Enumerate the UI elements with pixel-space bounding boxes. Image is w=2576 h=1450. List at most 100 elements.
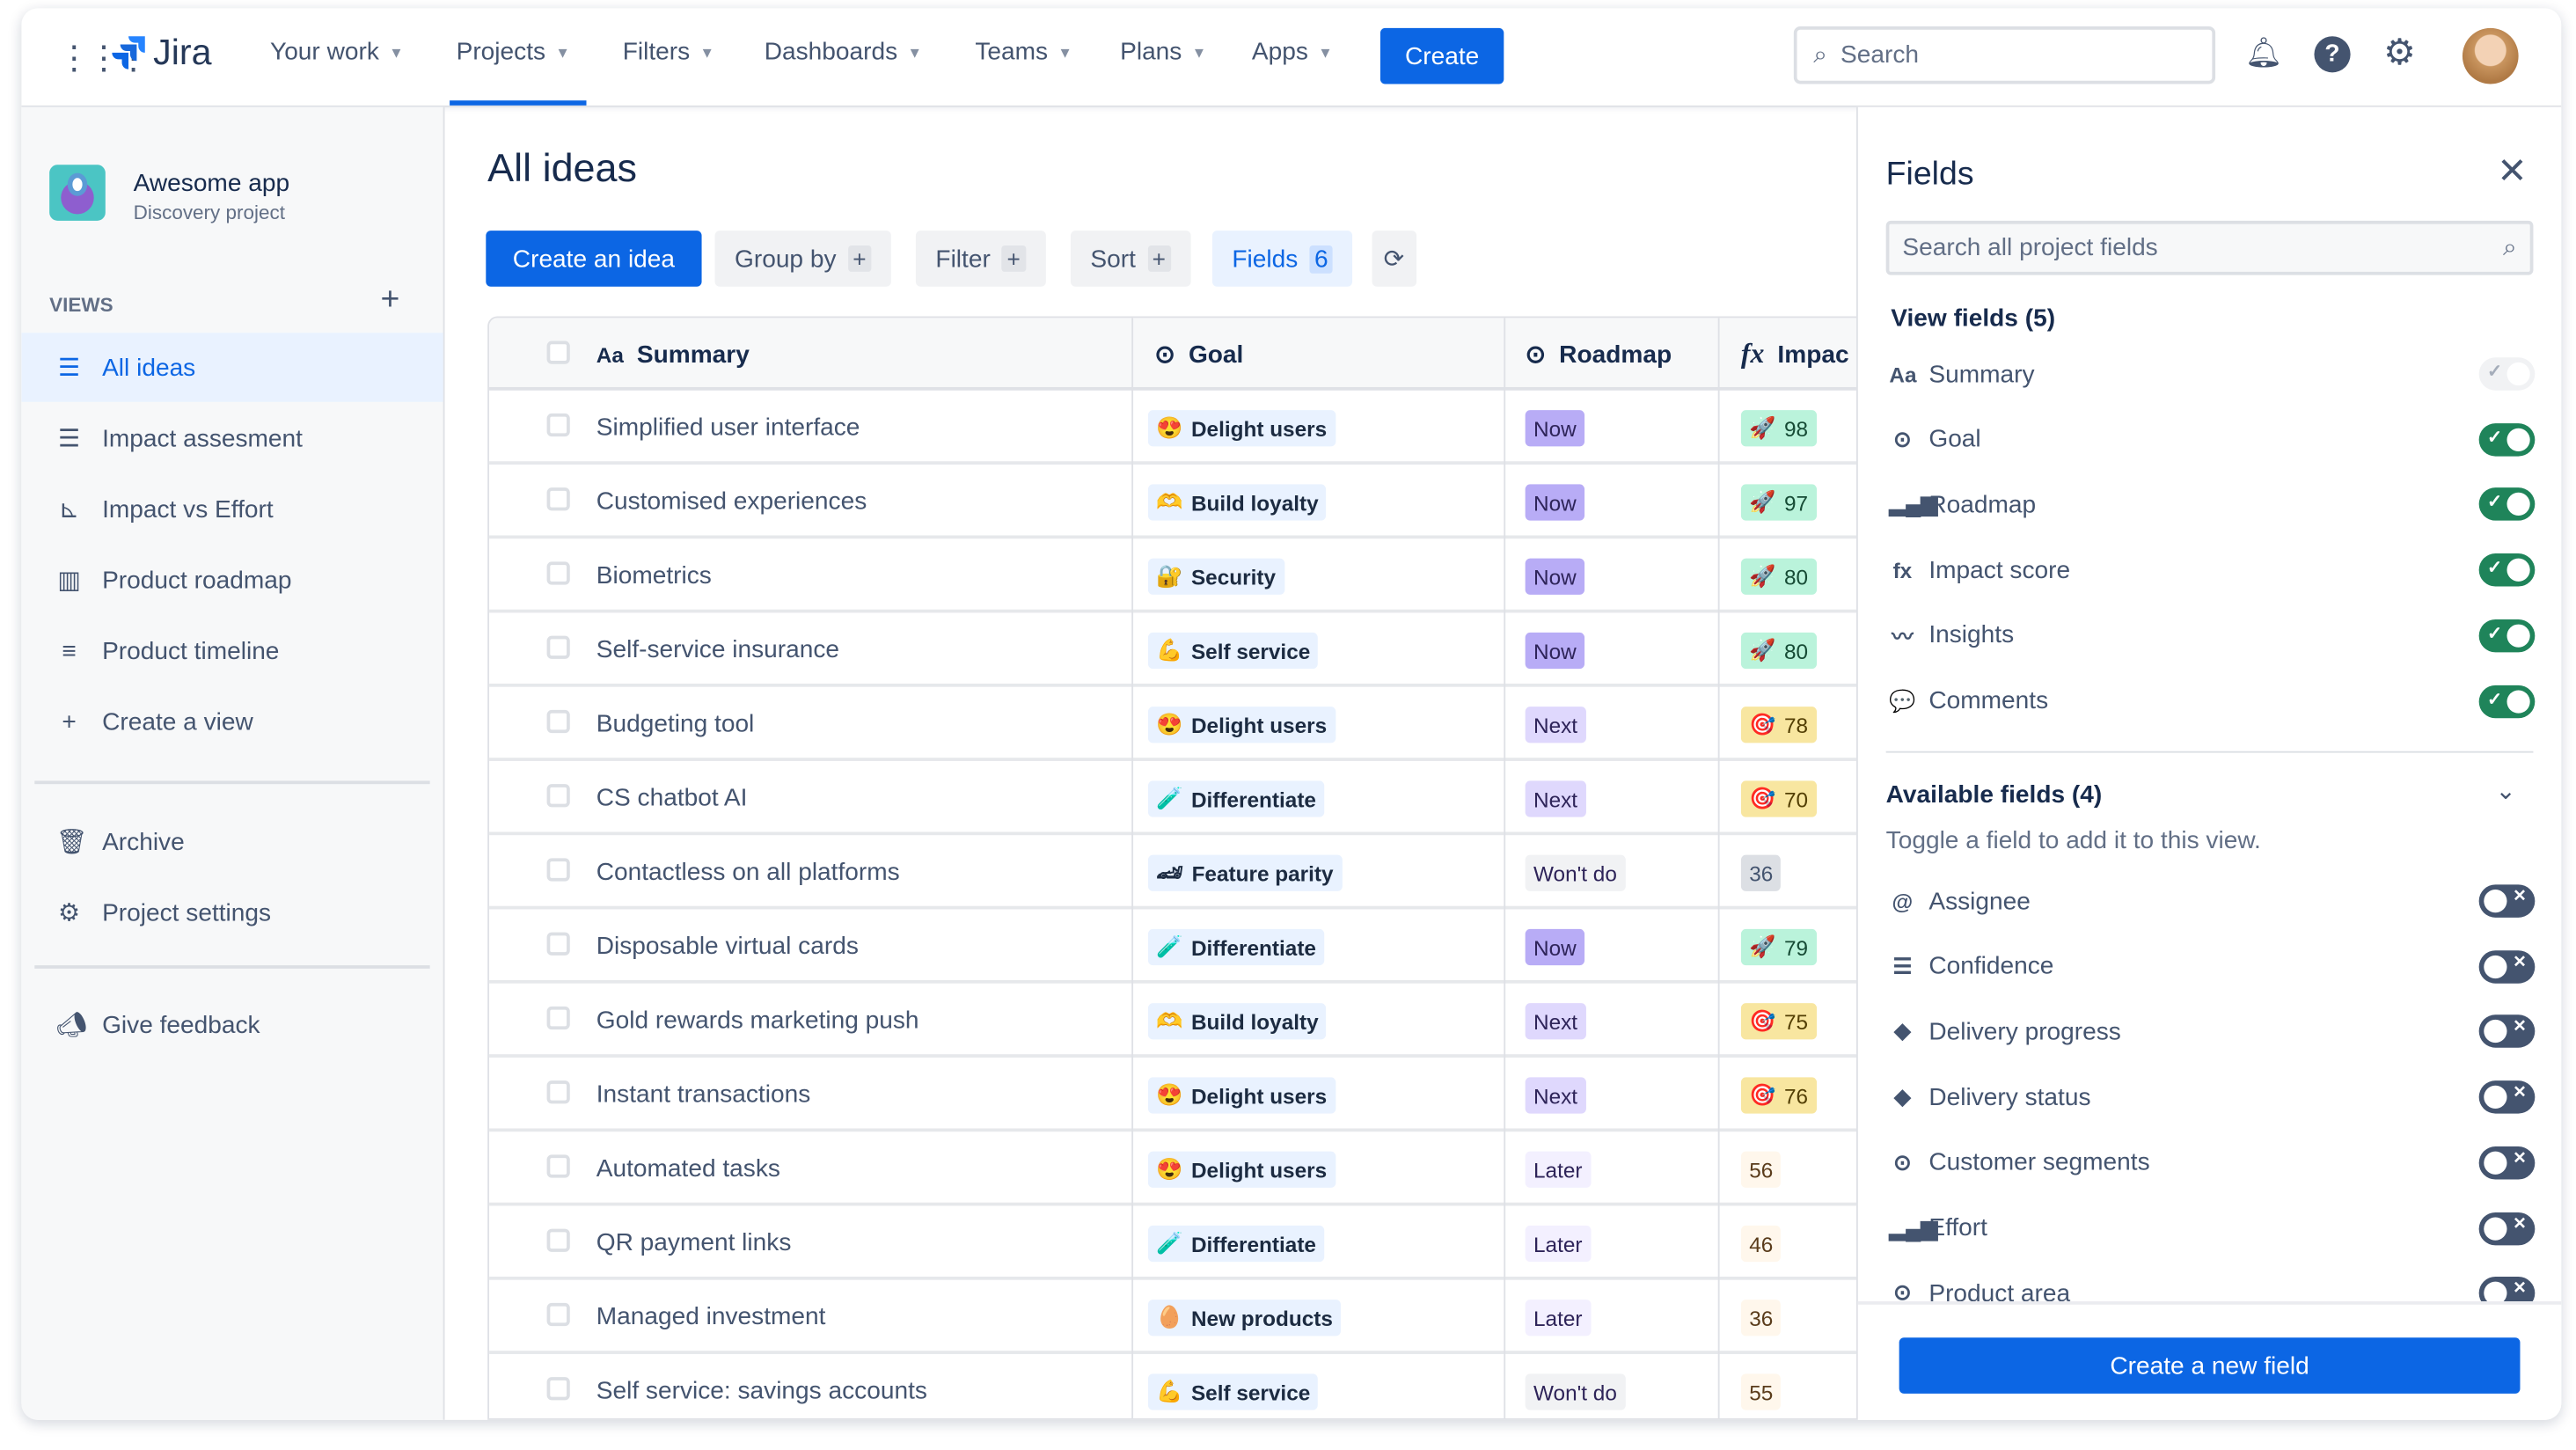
goal-tag[interactable]: 🏎 Feature parity [1147,854,1342,891]
nav-apps[interactable]: Apps ▼ [1252,38,1333,66]
table-row[interactable]: Instant transactions 😍 Delight users Next… [489,1058,1856,1132]
table-row[interactable]: Simplified user interface 😍 Delight users… [489,391,1856,465]
group-by-button[interactable]: Group by + [714,231,891,287]
nav-projects[interactable]: Projects ▼ [457,38,570,66]
goal-tag[interactable]: 🫶 Build loyalty [1147,1003,1328,1040]
table-row[interactable]: Biometrics 🔐 Security Now 🚀 80 [489,538,1856,613]
sidebar-item-archive[interactable]: 🗑︎ Archive [21,807,443,876]
column-header-summary[interactable]: Summary [636,340,750,369]
select-all-checkbox[interactable] [546,341,570,364]
row-checkbox[interactable] [546,487,570,511]
add-view-plus-icon[interactable]: + [380,282,400,319]
roadmap-tag[interactable]: Won't do [1525,1373,1626,1410]
goal-tag[interactable]: 💪 Self service [1147,1373,1319,1410]
field-toggle[interactable]: ✓ [2478,619,2536,653]
field-toggle[interactable]: ✕ [2478,949,2536,984]
row-checkbox[interactable] [546,1154,570,1178]
idea-summary[interactable]: QR payment links [596,1228,792,1257]
column-header-roadmap[interactable]: Roadmap [1559,340,1672,369]
row-checkbox[interactable] [546,1228,570,1252]
sidebar-item-give-feedback[interactable]: 📣︎ Give feedback [21,990,443,1059]
goal-tag[interactable]: 🧪 Differentiate [1147,928,1325,966]
jira-logo[interactable]: Jira [112,32,211,75]
create-button[interactable]: Create [1379,27,1504,84]
field-search-input[interactable]: Search all project fields ⌕ [1885,220,2534,275]
roadmap-tag[interactable]: Next [1525,707,1586,743]
roadmap-tag[interactable]: Now [1525,410,1585,447]
roadmap-tag[interactable]: Later [1525,1300,1591,1336]
goal-tag[interactable]: 🔐 Security [1147,558,1284,595]
nav-plans[interactable]: Plans ▼ [1120,38,1206,66]
filter-button[interactable]: Filter + [915,231,1045,287]
table-row[interactable]: Self service: savings accounts 💪 Self ser… [489,1354,1856,1418]
table-row[interactable]: Customised experiences 🫶 Build loyalty No… [489,465,1856,539]
goal-tag[interactable]: 💪 Self service [1147,632,1319,670]
roadmap-tag[interactable]: Later [1525,1225,1591,1263]
roadmap-tag[interactable]: Next [1525,1003,1586,1040]
autosort-icon[interactable]: ⟳ [1372,231,1416,287]
table-row[interactable]: CS chatbot AI 🧪 Differentiate Next 🎯 70 [489,761,1856,836]
row-checkbox[interactable] [546,1377,570,1401]
create-idea-button[interactable]: Create an idea [486,231,702,287]
roadmap-tag[interactable]: Now [1525,484,1585,521]
goal-tag[interactable]: 🧪 Differentiate [1147,780,1325,817]
chevron-down-icon[interactable]: ⌄ [2495,777,2516,806]
idea-summary[interactable]: Self service: savings accounts [596,1377,927,1405]
roadmap-tag[interactable]: Next [1525,1077,1586,1114]
roadmap-tag[interactable]: Later [1525,1151,1591,1188]
goal-tag[interactable]: 🫶 Build loyalty [1147,484,1328,521]
goal-tag[interactable]: 😍 Delight users [1147,707,1336,743]
idea-summary[interactable]: Contactless on all platforms [596,858,900,887]
roadmap-tag[interactable]: Now [1525,632,1585,670]
row-checkbox[interactable] [546,635,570,659]
idea-summary[interactable]: Gold rewards marketing push [596,1006,919,1035]
settings-gear-icon[interactable]: ⚙ [2383,31,2417,73]
row-checkbox[interactable] [546,1080,570,1104]
roadmap-tag[interactable]: Now [1525,928,1585,966]
row-checkbox[interactable] [546,784,570,808]
field-toggle[interactable]: ✕ [2478,1146,2536,1180]
create-field-button[interactable]: Create a new field [1899,1337,2521,1394]
idea-summary[interactable]: Self-service insurance [596,635,840,664]
idea-summary[interactable]: Managed investment [596,1302,826,1331]
nav-filters[interactable]: Filters ▼ [623,38,714,66]
help-icon[interactable]: ? [2314,36,2351,73]
goal-tag[interactable]: 😍 Delight users [1147,1151,1336,1188]
idea-summary[interactable]: Automated tasks [596,1154,780,1183]
sidebar-item-product-roadmap[interactable]: ▥ Product roadmap [21,546,443,615]
field-toggle[interactable]: ✓ [2478,553,2536,587]
idea-summary[interactable]: Biometrics [596,561,712,590]
close-icon[interactable]: ✕ [2497,150,2528,192]
roadmap-tag[interactable]: Won't do [1525,854,1626,891]
table-row[interactable]: Budgeting tool 😍 Delight users Next 🎯 78 [489,687,1856,761]
nav-teams[interactable]: Teams ▼ [975,38,1072,66]
roadmap-tag[interactable]: Now [1525,558,1585,595]
notifications-icon[interactable]: 🔔︎ [2244,36,2283,70]
sort-button[interactable]: Sort + [1070,231,1191,287]
fields-button[interactable]: Fields 6 [1211,231,1353,287]
field-toggle[interactable]: ✓ [2478,422,2536,457]
nav-dashboards[interactable]: Dashboards ▼ [765,38,922,66]
row-checkbox[interactable] [546,932,570,956]
row-checkbox[interactable] [546,561,570,585]
field-toggle[interactable]: ✓ [2478,487,2536,522]
column-header-goal[interactable]: Goal [1188,340,1244,369]
idea-summary[interactable]: Disposable virtual cards [596,932,859,961]
goal-tag[interactable]: 😍 Delight users [1147,410,1336,447]
row-checkbox[interactable] [546,858,570,882]
idea-summary[interactable]: Simplified user interface [596,413,860,442]
table-row[interactable]: Automated tasks 😍 Delight users Later 56 [489,1131,1856,1206]
idea-summary[interactable]: Budgeting tool [596,709,755,738]
field-toggle[interactable]: ✕ [2478,1212,2536,1245]
goal-tag[interactable]: 🥚 New products [1147,1300,1342,1336]
goal-tag[interactable]: 😍 Delight users [1147,1077,1336,1114]
sidebar-item-impact-vs-effort[interactable]: ⊾ Impact vs Effort [21,474,443,544]
field-toggle[interactable]: ✕ [2478,884,2536,918]
idea-summary[interactable]: Instant transactions [596,1080,811,1109]
nav-your-work[interactable]: Your work ▼ [270,38,404,66]
sidebar-item-all-ideas[interactable]: ☰ All ideas [21,333,443,402]
table-row[interactable]: Gold rewards marketing push 🫶 Build loyal… [489,984,1856,1058]
sidebar-item-create-a-view[interactable]: + Create a view [21,687,443,757]
idea-summary[interactable]: Customised experiences [596,487,867,516]
table-row[interactable]: Managed investment 🥚 New products Later 3… [489,1280,1856,1354]
